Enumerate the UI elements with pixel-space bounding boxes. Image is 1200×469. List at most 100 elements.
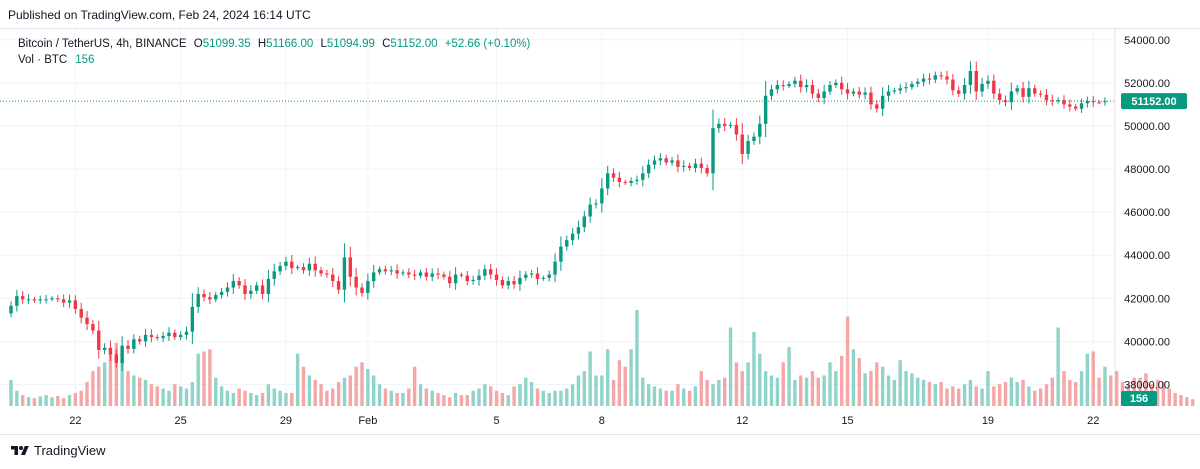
volume-bar (810, 371, 815, 406)
volume-bar (623, 366, 627, 406)
candle-body (377, 269, 382, 273)
volume-bar (389, 390, 393, 406)
candle-body (61, 299, 66, 303)
candle-body (559, 246, 563, 262)
volume-bar (670, 390, 674, 406)
candle-body (348, 257, 352, 277)
candle-body (927, 78, 932, 80)
volume-bar (875, 362, 879, 406)
x-tick-label: 25 (175, 415, 187, 427)
volume-label[interactable]: Vol · BTC (18, 54, 68, 66)
footer-brand[interactable]: TradingView (10, 443, 106, 458)
x-tick-label: Feb (358, 415, 377, 427)
volume-bar (986, 371, 990, 406)
volume-bar (565, 388, 569, 406)
volume-bar (418, 384, 423, 406)
candle-body (108, 347, 113, 355)
volume-bar (834, 371, 838, 406)
volume-bar (9, 379, 13, 406)
volume-bar (840, 355, 844, 406)
volume-bar (1155, 379, 1160, 406)
volume-bar (1079, 371, 1084, 406)
volume-bar (723, 377, 727, 406)
volume-bar (178, 386, 183, 406)
volume-bar (477, 388, 481, 406)
candle-body (132, 339, 136, 349)
candle-body (863, 92, 867, 95)
candle-body (646, 164, 651, 174)
candle-body (711, 128, 715, 174)
candle-body (167, 332, 171, 336)
candle-body (307, 263, 312, 271)
volume-bar (658, 388, 663, 406)
candle-body (892, 90, 897, 92)
candle-body (553, 261, 557, 275)
volume-bar (214, 377, 218, 406)
y-tick-label: 54000.00 (1124, 35, 1170, 47)
volume-bar (32, 398, 37, 406)
candle-body (354, 276, 358, 288)
candle-body (50, 298, 54, 300)
candle-body (524, 274, 528, 278)
volume-bar (524, 377, 528, 406)
candle-body (810, 85, 815, 94)
candle-body (945, 76, 949, 80)
volume-bar (699, 371, 703, 406)
candle-body (629, 180, 633, 184)
brand-name: TradingView (34, 443, 106, 458)
candle-body (360, 287, 364, 293)
candle-body (143, 334, 148, 342)
candle-body (453, 274, 458, 284)
volume-bar (1144, 373, 1148, 406)
candle-body (407, 272, 411, 275)
volume-bar (278, 390, 282, 406)
candle-body (670, 160, 674, 163)
volume-bar (617, 360, 622, 406)
volume-bar (307, 375, 312, 406)
candle-body (588, 204, 592, 217)
volume-bar (816, 377, 820, 406)
volume-bar (114, 342, 118, 406)
volume-bar (886, 375, 891, 406)
candle-body (114, 354, 118, 363)
volume-bar (968, 379, 973, 406)
volume-bar (594, 375, 598, 406)
volume-bar (1068, 379, 1072, 406)
volume-bar (44, 395, 48, 406)
volume-bar (693, 386, 698, 406)
candle-body (102, 347, 107, 350)
volume-bar (61, 398, 66, 406)
volume-bar (500, 392, 505, 406)
volume-bar (354, 366, 358, 406)
candle-body (73, 300, 78, 310)
volume-bar (740, 371, 744, 406)
candle-body (38, 299, 42, 301)
volume-bar (945, 388, 949, 406)
candle-body (606, 173, 610, 189)
candle-body (442, 274, 446, 277)
volume-bar (149, 384, 154, 406)
candle-body (728, 124, 733, 126)
chart-pane[interactable] (0, 28, 1200, 435)
volume-bar (1033, 390, 1037, 406)
volume-bar (395, 392, 399, 406)
candle-body (916, 81, 920, 84)
candle-body (395, 270, 399, 274)
candle-body (412, 274, 417, 276)
volume-bar (249, 392, 253, 406)
volume-bar (869, 371, 873, 406)
volume-bar (1091, 351, 1095, 406)
volume-bar (1097, 377, 1101, 406)
volume-bar (857, 358, 861, 406)
candle-body (21, 296, 25, 300)
candle-body (401, 272, 405, 274)
candle-body (734, 124, 739, 135)
candle-body (149, 334, 154, 338)
volume-bar (453, 392, 458, 406)
candle-body (190, 306, 195, 332)
candle-body (1079, 103, 1084, 109)
symbol-label[interactable]: Bitcoin / TetherUS, 4h, BINANCE (18, 38, 187, 50)
candle-body (494, 274, 499, 280)
candle-body (231, 281, 235, 288)
